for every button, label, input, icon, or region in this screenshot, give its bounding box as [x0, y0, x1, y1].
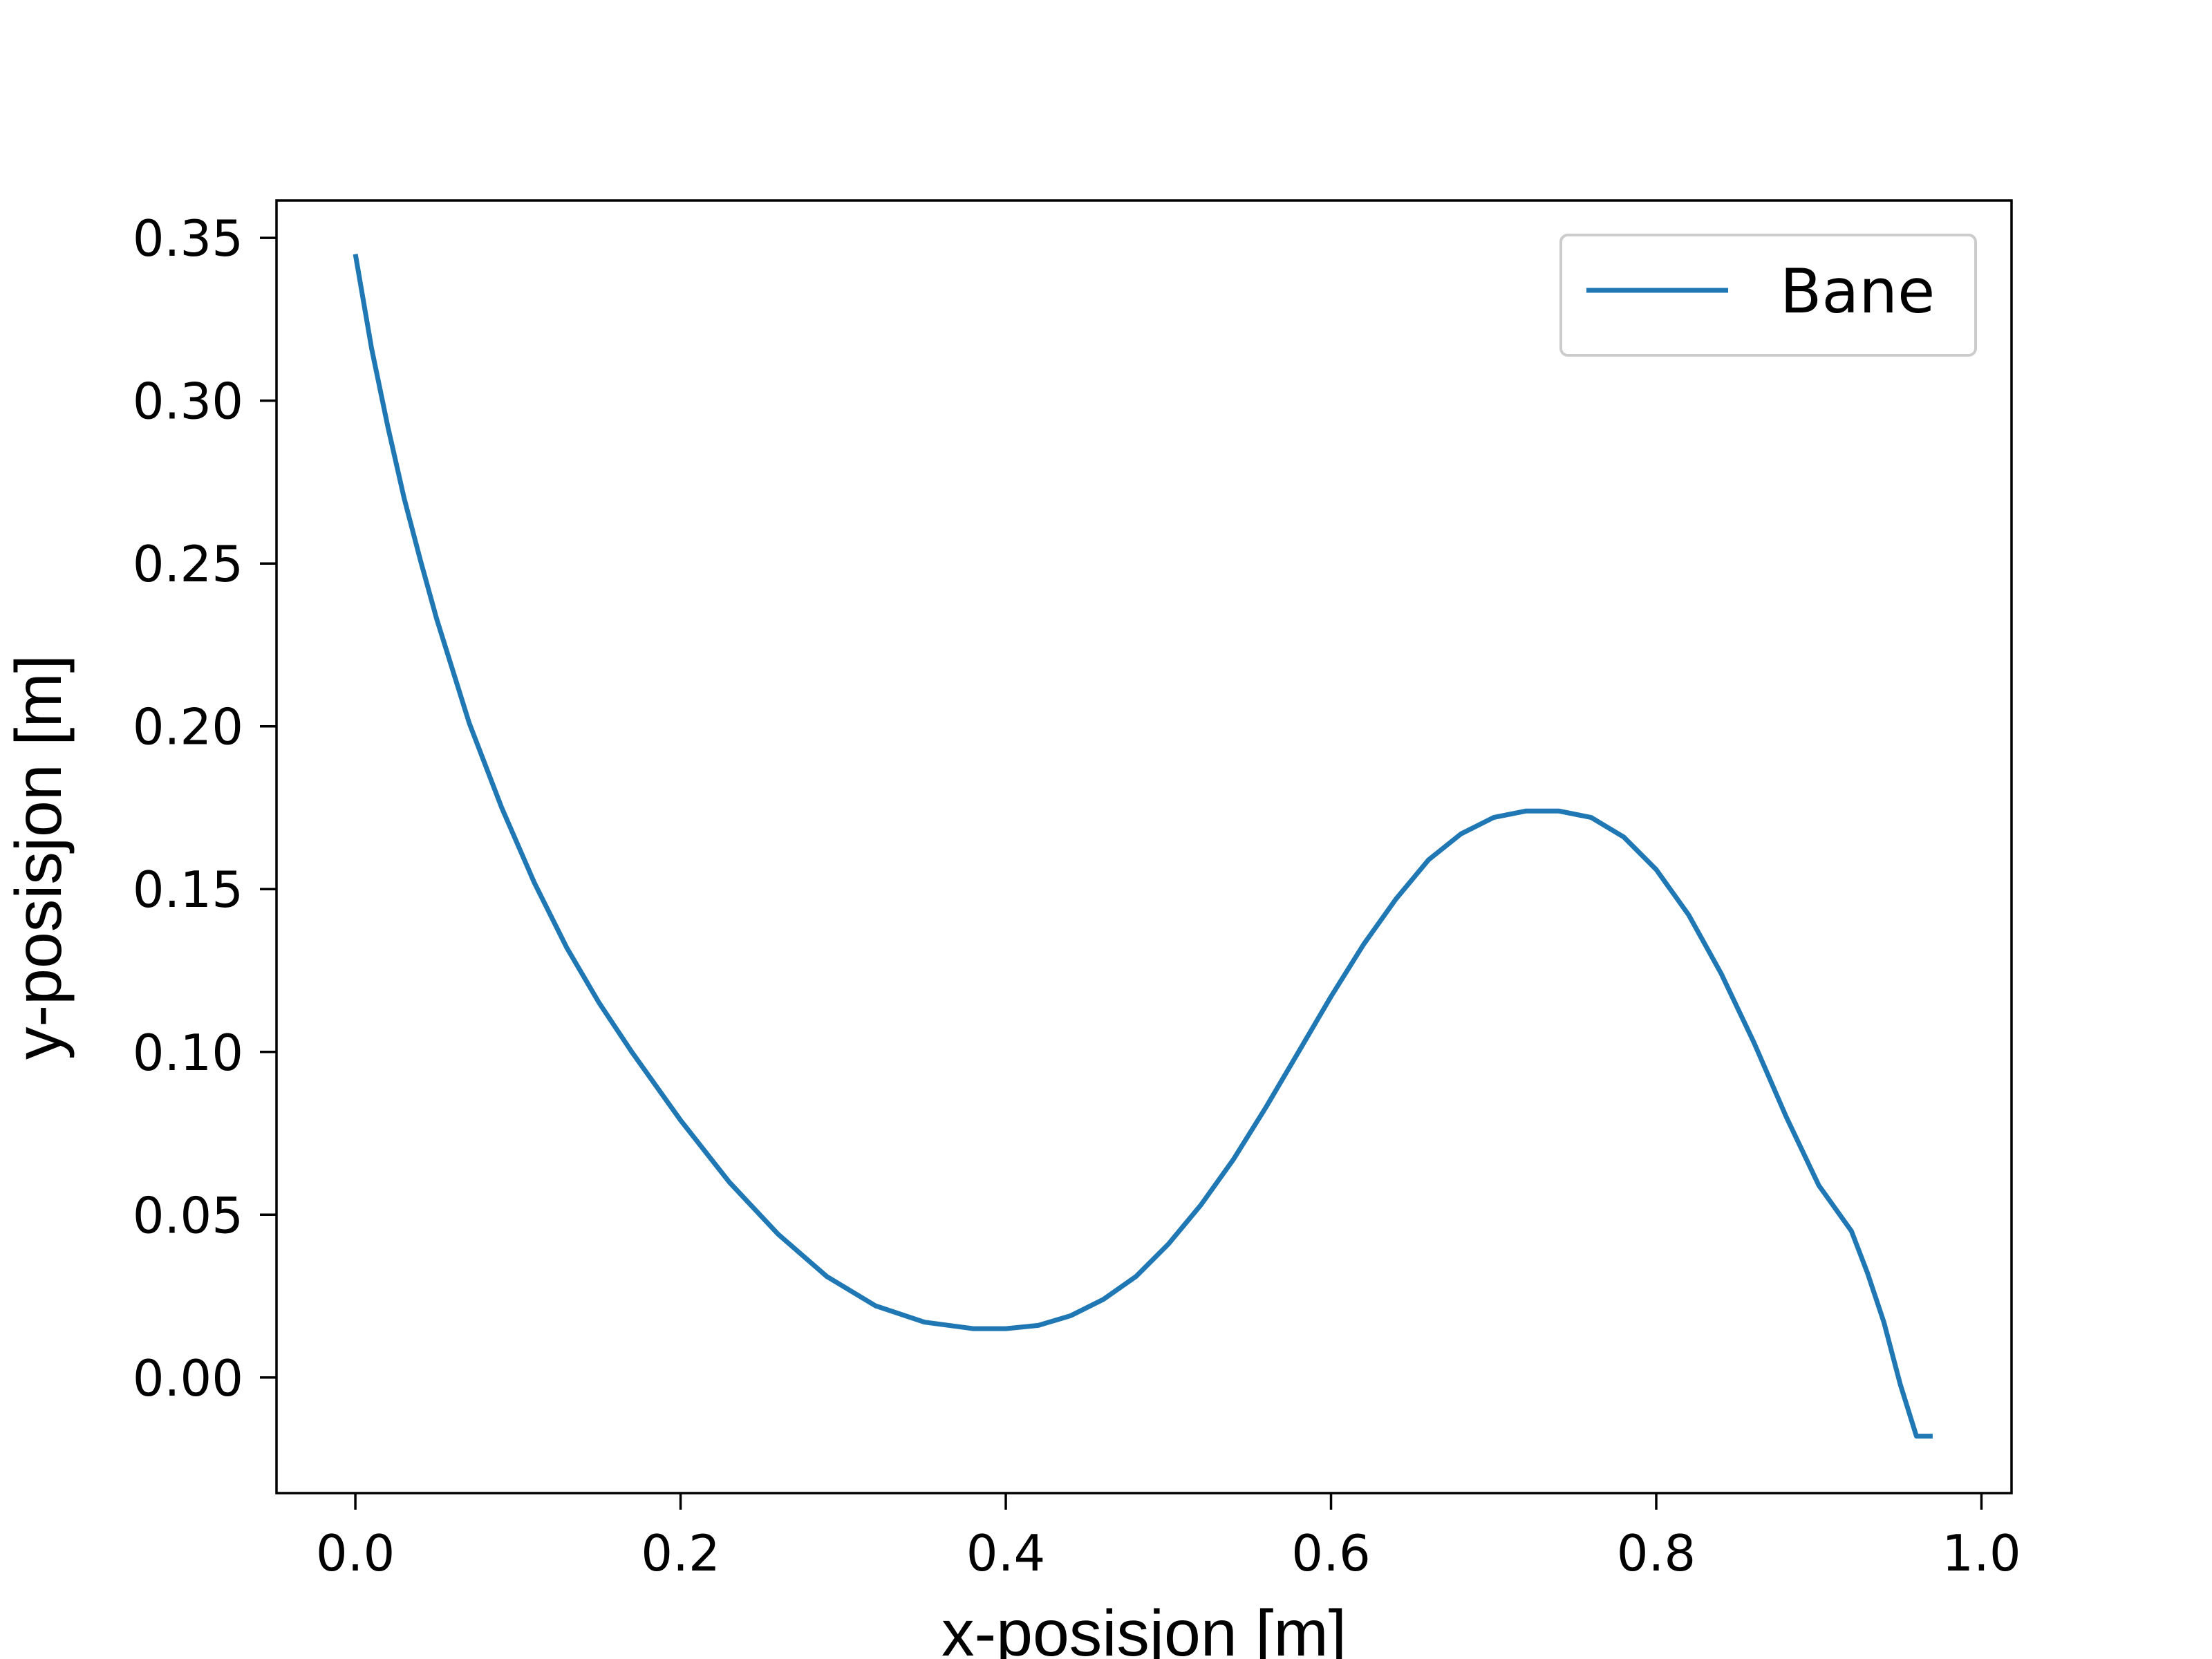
axes-frame	[275, 199, 2013, 1494]
series-line-0	[353, 254, 1933, 1439]
x-axis-label: x-posisjon [m]	[941, 1597, 1347, 1659]
x-tick-label: 0.4	[966, 1524, 1046, 1582]
x-tick-label: 1.0	[1942, 1524, 2021, 1582]
y-tick-label: 0.30	[133, 373, 243, 431]
x-axis-ticks: 0.0 0.2 0.4 0.6 0.8 1.0	[316, 1493, 2021, 1582]
x-tick-label: 0.6	[1291, 1524, 1371, 1582]
y-tick-label: 0.05	[133, 1186, 243, 1244]
y-tick-label: 0.00	[133, 1349, 243, 1407]
y-tick-label: 0.20	[133, 698, 243, 756]
y-tick-label: 0.15	[133, 861, 243, 919]
y-axis-label: y-posisjon [m]	[2, 655, 75, 1060]
x-tick-label: 0.8	[1617, 1524, 1696, 1582]
legend-box	[1559, 234, 1977, 357]
y-axis-ticks: 0.00 0.05 0.10 0.15 0.20 0.25 0.30 0.35	[133, 209, 276, 1407]
y-tick-label: 0.35	[133, 209, 243, 268]
x-tick-label: 0.2	[641, 1524, 720, 1582]
legend: Bane	[1559, 234, 1977, 357]
legend-label: Bane	[1780, 256, 1935, 327]
y-tick-label: 0.10	[133, 1024, 243, 1082]
x-tick-label: 0.0	[316, 1524, 395, 1582]
plot-area	[353, 254, 1933, 1439]
y-tick-label: 0.25	[133, 535, 243, 593]
